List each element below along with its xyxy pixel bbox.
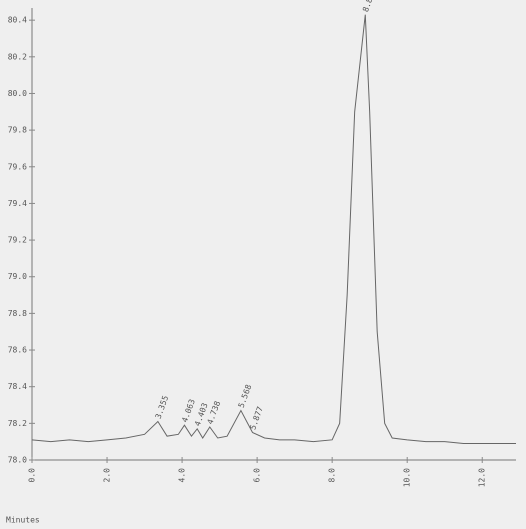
y-tick-label: 79.8 <box>8 126 27 135</box>
y-tick-label: 80.4 <box>8 16 27 25</box>
signal-line <box>31 14 516 445</box>
y-tick-label: 79.6 <box>8 162 27 171</box>
x-tick-label: 0.0 <box>28 468 37 483</box>
y-tick-label: 79.4 <box>8 199 27 208</box>
x-tick-label: 2.0 <box>103 468 112 483</box>
x-tick-label: 8.0 <box>328 468 337 483</box>
y-tick-label: 80.0 <box>8 89 27 98</box>
y-tick-label: 78.8 <box>8 309 27 318</box>
y-tick-label: 79.2 <box>8 236 27 245</box>
x-tick-label: 4.0 <box>178 468 187 483</box>
x-tick-label: 12.0 <box>478 468 487 487</box>
y-tick-label: 78.2 <box>8 419 27 428</box>
y-tick-label: 78.4 <box>8 382 27 391</box>
y-tick-label: 78.6 <box>8 346 27 355</box>
x-tick-label: 10.0 <box>403 468 412 487</box>
x-axis-title: Minutes <box>6 516 40 525</box>
x-tick-label: 6.0 <box>253 468 262 483</box>
y-tick-label: 78.0 <box>8 456 27 465</box>
y-tick-label: 80.2 <box>8 52 27 61</box>
y-tick-label: 79.0 <box>8 272 27 281</box>
